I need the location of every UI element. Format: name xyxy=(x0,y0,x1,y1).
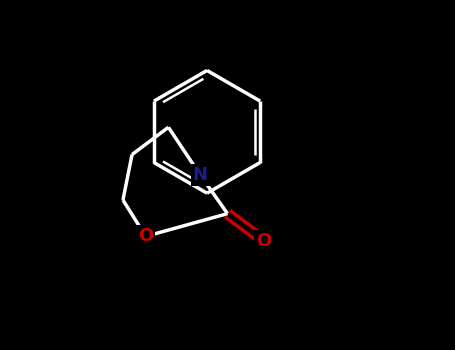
Text: O: O xyxy=(256,232,272,250)
Text: O: O xyxy=(138,228,153,245)
Text: N: N xyxy=(193,166,208,184)
